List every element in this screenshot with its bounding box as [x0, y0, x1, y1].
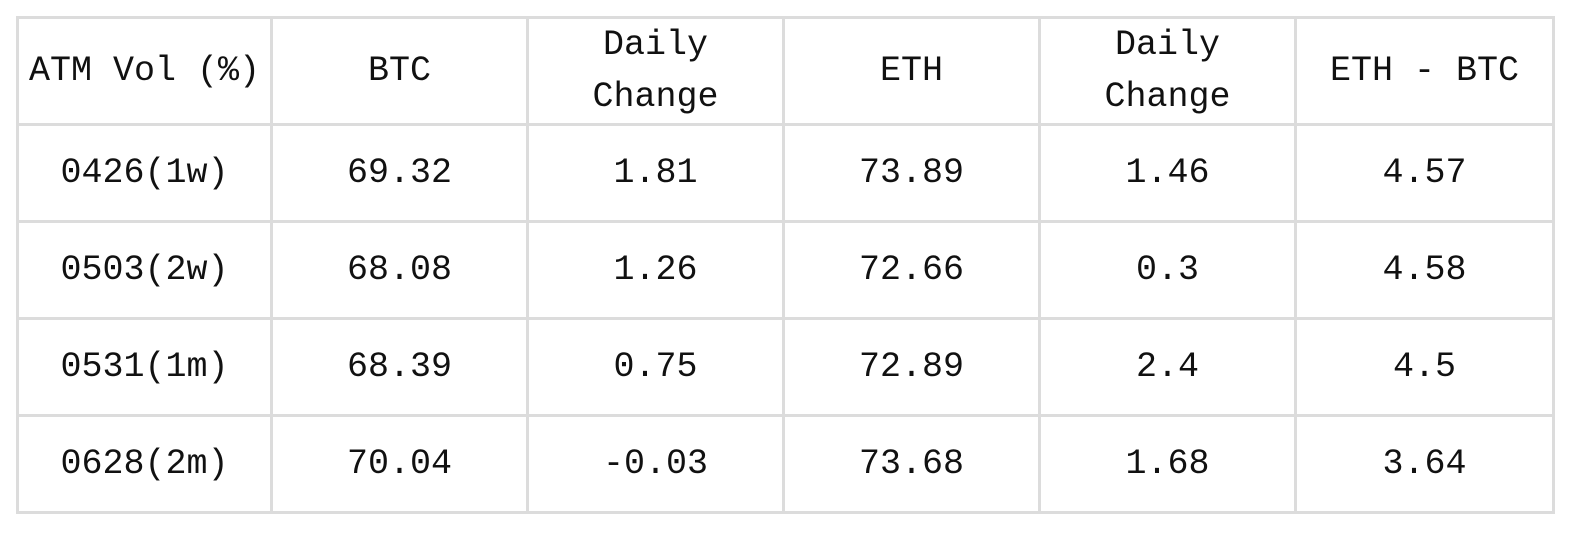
- row-label: 0531(1m): [16, 317, 273, 417]
- vol-table: ATM Vol (%) BTC Daily Change ETH Daily Chang…: [16, 16, 1555, 514]
- value-cell: 1.68: [1038, 414, 1297, 514]
- value-cell: 3.64: [1294, 414, 1555, 514]
- value-cell: 4.58: [1294, 220, 1555, 320]
- value-cell: 2.4: [1038, 317, 1297, 417]
- header-cell: Daily Change: [526, 16, 785, 126]
- value-cell: 68.08: [270, 220, 529, 320]
- header-cell: ETH - BTC: [1294, 16, 1555, 126]
- value-cell: 69.32: [270, 123, 529, 223]
- table-row: 0426(1w) 69.32 1.81 73.89 1.46 4.57: [16, 123, 1555, 223]
- row-label: 0503(2w): [16, 220, 273, 320]
- value-cell: 72.89: [782, 317, 1041, 417]
- value-cell: 73.68: [782, 414, 1041, 514]
- table-body: 0426(1w) 69.32 1.81 73.89 1.46 4.57 0503(2w) 68…: [16, 123, 1555, 514]
- header-row: ATM Vol (%) BTC Daily Change ETH Daily Chang…: [16, 16, 1555, 126]
- row-label: 0426(1w): [16, 123, 273, 223]
- row-label: 0628(2m): [16, 414, 273, 514]
- value-cell: 0.75: [526, 317, 785, 417]
- value-cell: 72.66: [782, 220, 1041, 320]
- value-cell: 1.26: [526, 220, 785, 320]
- value-cell: 68.39: [270, 317, 529, 417]
- table-row: 0503(2w) 68.08 1.26 72.66 0.3 4.58: [16, 220, 1555, 320]
- value-cell: 73.89: [782, 123, 1041, 223]
- header-cell: BTC: [270, 16, 529, 126]
- value-cell: 70.04: [270, 414, 529, 514]
- header-cell: ETH: [782, 16, 1041, 126]
- table-head: ATM Vol (%) BTC Daily Change ETH Daily Chang…: [16, 16, 1555, 126]
- header-cell: ATM Vol (%): [16, 16, 273, 126]
- value-cell: 4.57: [1294, 123, 1555, 223]
- value-cell: 1.46: [1038, 123, 1297, 223]
- table-row: 0531(1m) 68.39 0.75 72.89 2.4 4.5: [16, 317, 1555, 417]
- value-cell: 1.81: [526, 123, 785, 223]
- value-cell: 0.3: [1038, 220, 1297, 320]
- header-cell: Daily Change: [1038, 16, 1297, 126]
- table-row: 0628(2m) 70.04 -0.03 73.68 1.68 3.64: [16, 414, 1555, 514]
- value-cell: 4.5: [1294, 317, 1555, 417]
- value-cell: -0.03: [526, 414, 785, 514]
